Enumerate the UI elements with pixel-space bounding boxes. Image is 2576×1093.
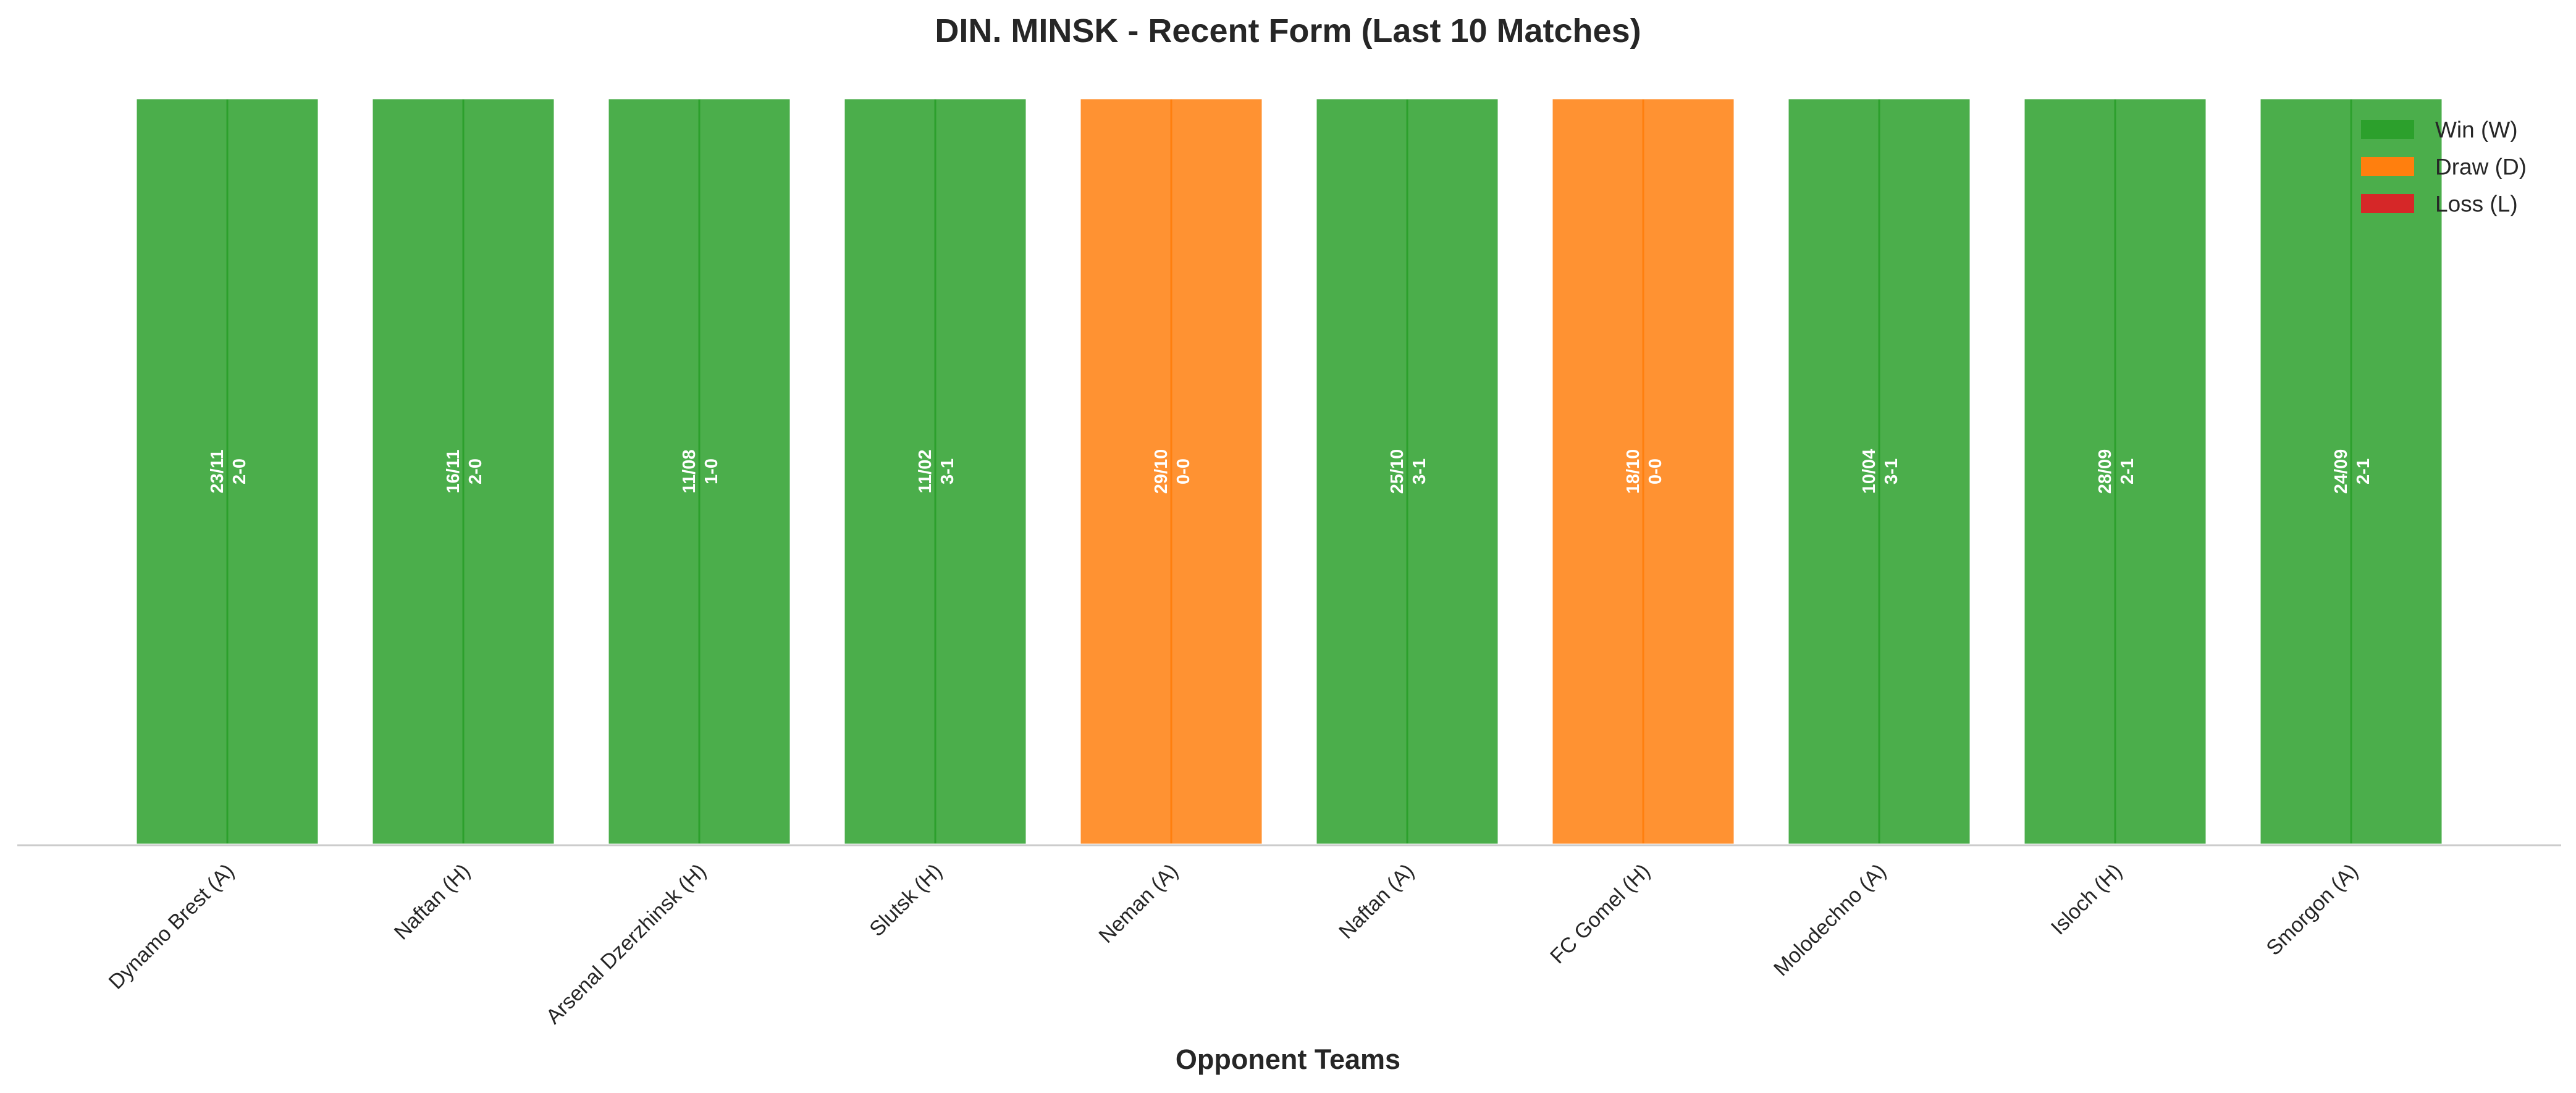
bar-label-8: 10/04 3-1 [1859, 449, 1901, 494]
bar-score-6: 3-1 [1410, 458, 1429, 484]
bar-label-3: 11/08 1-0 [680, 450, 722, 494]
bar-date-1: 23/11 [208, 450, 227, 494]
bar-score-1: 2-0 [230, 458, 250, 484]
bar-score-9: 2-1 [2118, 458, 2137, 484]
legend-label-d: Draw (D) [2435, 154, 2527, 180]
chart-title: DIN. MINSK - Recent Form (Last 10 Matche… [935, 12, 1641, 49]
x-tick-label-6: Naftan (A) [1334, 859, 1418, 943]
x-tick-label-9: Isloch (H) [2047, 859, 2127, 940]
bar-score-5: 0-0 [1174, 458, 1193, 484]
bar-label-5: 29/10 0-0 [1151, 449, 1193, 494]
bar-date-4: 11/02 [915, 450, 935, 494]
bar-score-7: 0-0 [1646, 458, 1665, 484]
x-tick-label-3: Arsenal Dzerzhinsk (H) [542, 859, 711, 1029]
bar-date-6: 25/10 [1387, 449, 1407, 494]
x-tick-labels: Dynamo Brest (A) Naftan (H) Arsenal Dzerzh… [104, 859, 2363, 1029]
bar-score-4: 3-1 [938, 458, 958, 484]
bar-date-2: 16/11 [444, 450, 463, 494]
legend-label-w: Win (W) [2435, 117, 2518, 143]
legend: Win (W) Draw (D) Loss (L) [2361, 117, 2527, 217]
x-tick-label-10: Smorgon (A) [2262, 859, 2362, 960]
x-tick-label-7: FC Gomel (H) [1546, 859, 1654, 968]
bar-label-2: 16/11 2-0 [444, 450, 486, 494]
bar-label-1: 23/11 2-0 [208, 450, 250, 494]
bar-score-3: 1-0 [702, 458, 722, 484]
bar-label-7: 18/10 0-0 [1623, 449, 1665, 494]
bar-score-8: 3-1 [1882, 458, 1901, 484]
bar-label-9: 28/09 2-1 [2095, 449, 2137, 494]
bar-date-9: 28/09 [2095, 449, 2115, 494]
legend-swatch-d [2361, 157, 2414, 176]
bar-date-3: 11/08 [680, 450, 699, 494]
bars-group [133, 96, 2445, 847]
bar-date-5: 29/10 [1151, 449, 1171, 494]
x-tick-label-1: Dynamo Brest (A) [104, 859, 239, 994]
bar-labels-group: 23/11 2-0 16/11 2-0 11/08 1-0 11/02 3-1 29/10 0-0… [208, 449, 2373, 494]
x-tick-label-5: Neman (A) [1095, 859, 1183, 948]
bar-score-2: 2-0 [466, 458, 486, 484]
legend-label-l: Loss (L) [2435, 192, 2518, 217]
x-axis-label: Opponent Teams [1176, 1044, 1400, 1075]
bar-label-6: 25/10 3-1 [1387, 449, 1429, 494]
bar-date-10: 24/09 [2331, 449, 2351, 494]
legend-swatch-l [2361, 194, 2414, 213]
x-tick-label-4: Slutsk (H) [865, 859, 946, 941]
bar-score-10: 2-1 [2354, 458, 2373, 484]
x-tick-label-2: Naftan (H) [390, 859, 475, 945]
bar-label-4: 11/02 3-1 [915, 450, 958, 494]
bar-date-8: 10/04 [1859, 449, 1879, 494]
x-tick-label-8: Molodechno (A) [1769, 859, 1891, 981]
bar-date-7: 18/10 [1623, 449, 1643, 494]
legend-swatch-w [2361, 120, 2414, 139]
bar-label-10: 24/09 2-1 [2331, 449, 2373, 494]
